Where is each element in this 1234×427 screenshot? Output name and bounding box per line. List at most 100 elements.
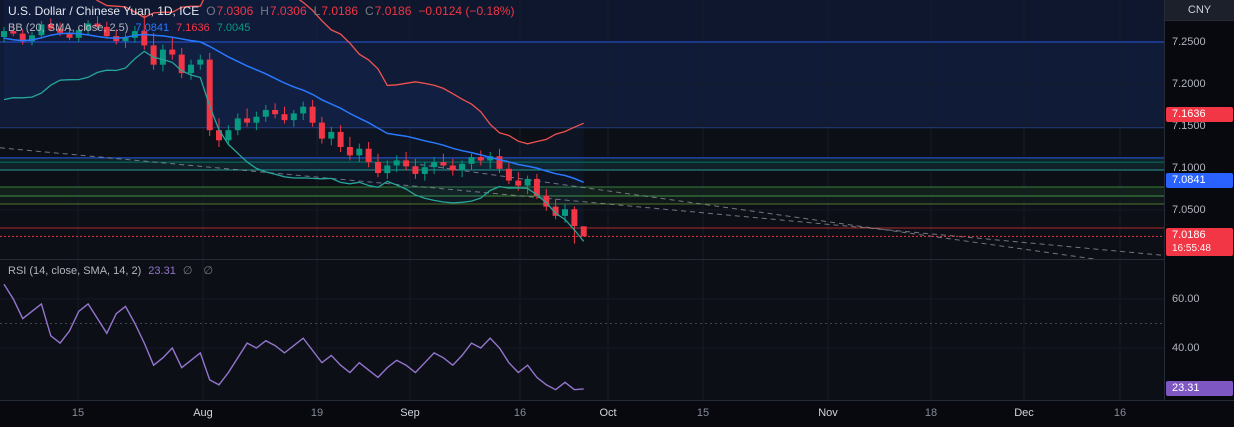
candle-body <box>244 118 251 123</box>
candle-body <box>365 148 372 163</box>
time-axis-label: 18 <box>924 407 938 419</box>
candle-body <box>10 31 17 34</box>
candle-body <box>150 45 157 65</box>
rsi-indicator-label[interactable]: RSI (14, close, SMA, 14, 2) <box>8 265 142 277</box>
candle-body <box>29 35 35 42</box>
rsi-pane[interactable] <box>0 259 1164 400</box>
axis-tick-label: 60.00 <box>1172 293 1200 305</box>
candle-body <box>562 209 568 216</box>
time-axis-label: 16 <box>513 407 527 419</box>
candle-body <box>216 130 222 141</box>
candle-body <box>403 160 410 167</box>
candle-body <box>281 114 288 121</box>
candle-body <box>122 37 129 42</box>
trendline[interactable] <box>0 147 1164 256</box>
candle-body <box>356 148 363 156</box>
time-axis-label: 19 <box>310 407 324 419</box>
candle-body <box>197 59 204 65</box>
rsi-value: 23.31 <box>148 265 176 277</box>
candle-body <box>337 131 344 147</box>
candle-body <box>346 147 353 156</box>
bb-upper-line <box>95 0 584 145</box>
indicator-value-badge: 23.31 <box>1166 381 1233 396</box>
candle-body <box>225 130 232 141</box>
candle-body <box>505 168 512 181</box>
candle-body <box>262 110 269 117</box>
price-zone <box>0 187 1164 196</box>
candle-body <box>496 156 503 169</box>
candle-body <box>393 160 400 166</box>
change-value: −0.0124 (−0.18%) <box>418 4 515 18</box>
last-price-badge: 7.0186 16:55:48 <box>1166 228 1233 256</box>
candle-body <box>159 49 166 65</box>
ohlc-high: H 7.0306 <box>260 4 307 18</box>
candle-body <box>468 157 475 164</box>
candle-body <box>131 31 138 38</box>
candle-body <box>318 122 325 139</box>
bb-lower-value: 7.0045 <box>216 22 251 34</box>
symbol-legend: U.S. Dollar / Chinese Yuan, 1D, ICE O 7.0… <box>8 3 514 36</box>
candle-body <box>421 167 428 174</box>
candle-body <box>206 59 213 131</box>
candle-body <box>234 118 241 131</box>
ohlc-low: L 7.0186 <box>313 4 359 18</box>
candle-body <box>141 31 148 46</box>
symbol-title[interactable]: U.S. Dollar / Chinese Yuan, 1D, ICE <box>8 4 200 18</box>
price-axis[interactable]: CNY 7.2500 7.2000 7.1500 7.1000 7.0500 60.00 4… <box>1164 0 1234 400</box>
candle-body <box>19 33 26 42</box>
time-axis-label: 15 <box>71 407 85 419</box>
candle-body <box>543 195 550 207</box>
candle-body <box>94 23 101 27</box>
rsi-legend: RSI (14, close, SMA, 14, 2) 23.31 ∅ ∅ <box>8 263 217 279</box>
candle-body <box>188 64 194 74</box>
candle-body <box>487 156 494 161</box>
candle-body <box>328 131 335 139</box>
rsi-hidden-bands: ∅ ∅ <box>182 265 218 277</box>
candle-body <box>57 28 64 33</box>
pane-separator[interactable] <box>0 259 1234 260</box>
time-axis[interactable]: 15 Aug 19 Sep 16 Oct 15 Nov 18 Dec 16 <box>0 400 1234 427</box>
axis-tick-label: 7.2500 <box>1172 36 1206 48</box>
time-axis-label: 15 <box>696 407 710 419</box>
candle-body <box>1 31 7 37</box>
candle-body <box>580 226 587 237</box>
axis-tick-label: 7.1500 <box>1172 120 1206 132</box>
ohlc-open: O 7.0306 <box>206 4 254 18</box>
candle-body <box>169 49 176 55</box>
candle-body <box>85 23 92 31</box>
candle-body <box>552 206 559 216</box>
time-axis-label: Sep <box>400 407 420 419</box>
price-zone <box>0 42 1164 128</box>
candle-body <box>440 162 447 166</box>
axis-tick-label: 40.00 <box>1172 342 1200 354</box>
price-zone <box>0 157 1164 170</box>
symbol-row: U.S. Dollar / Chinese Yuan, 1D, ICE O 7.0… <box>8 3 514 20</box>
axis-tick-label: 7.0500 <box>1172 204 1206 216</box>
candle-body <box>178 54 185 74</box>
candle-body <box>66 32 73 38</box>
indicator-value-badge: 7.1636 <box>1166 107 1233 122</box>
currency-button[interactable]: CNY <box>1165 0 1234 21</box>
candle-body <box>431 162 438 168</box>
bb-legend-row: BB (20, SMA, close, 2.5) 7.0841 7.1636 7… <box>8 20 514 36</box>
time-axis-label: Nov <box>818 407 838 419</box>
bb-indicator-label[interactable]: BB (20, SMA, close, 2.5) <box>8 22 129 34</box>
candle-body <box>300 106 307 114</box>
candle-body <box>103 26 110 37</box>
candle-body <box>524 178 531 186</box>
candle-body <box>309 106 316 123</box>
candle-body <box>47 24 54 29</box>
candle-body <box>477 157 484 161</box>
main-price-pane[interactable] <box>0 0 1164 259</box>
rsi-line <box>3 283 584 391</box>
candle-body <box>449 165 456 171</box>
candle-body <box>375 162 381 173</box>
candle-body <box>290 113 297 121</box>
ohlc-close: C 7.0186 <box>365 4 412 18</box>
price-zone <box>0 196 1164 205</box>
candle-body <box>253 116 260 123</box>
candle-body <box>571 209 578 226</box>
candle-body <box>459 163 466 171</box>
time-axis-label: Oct <box>599 407 617 419</box>
time-axis-label: Aug <box>193 407 213 419</box>
